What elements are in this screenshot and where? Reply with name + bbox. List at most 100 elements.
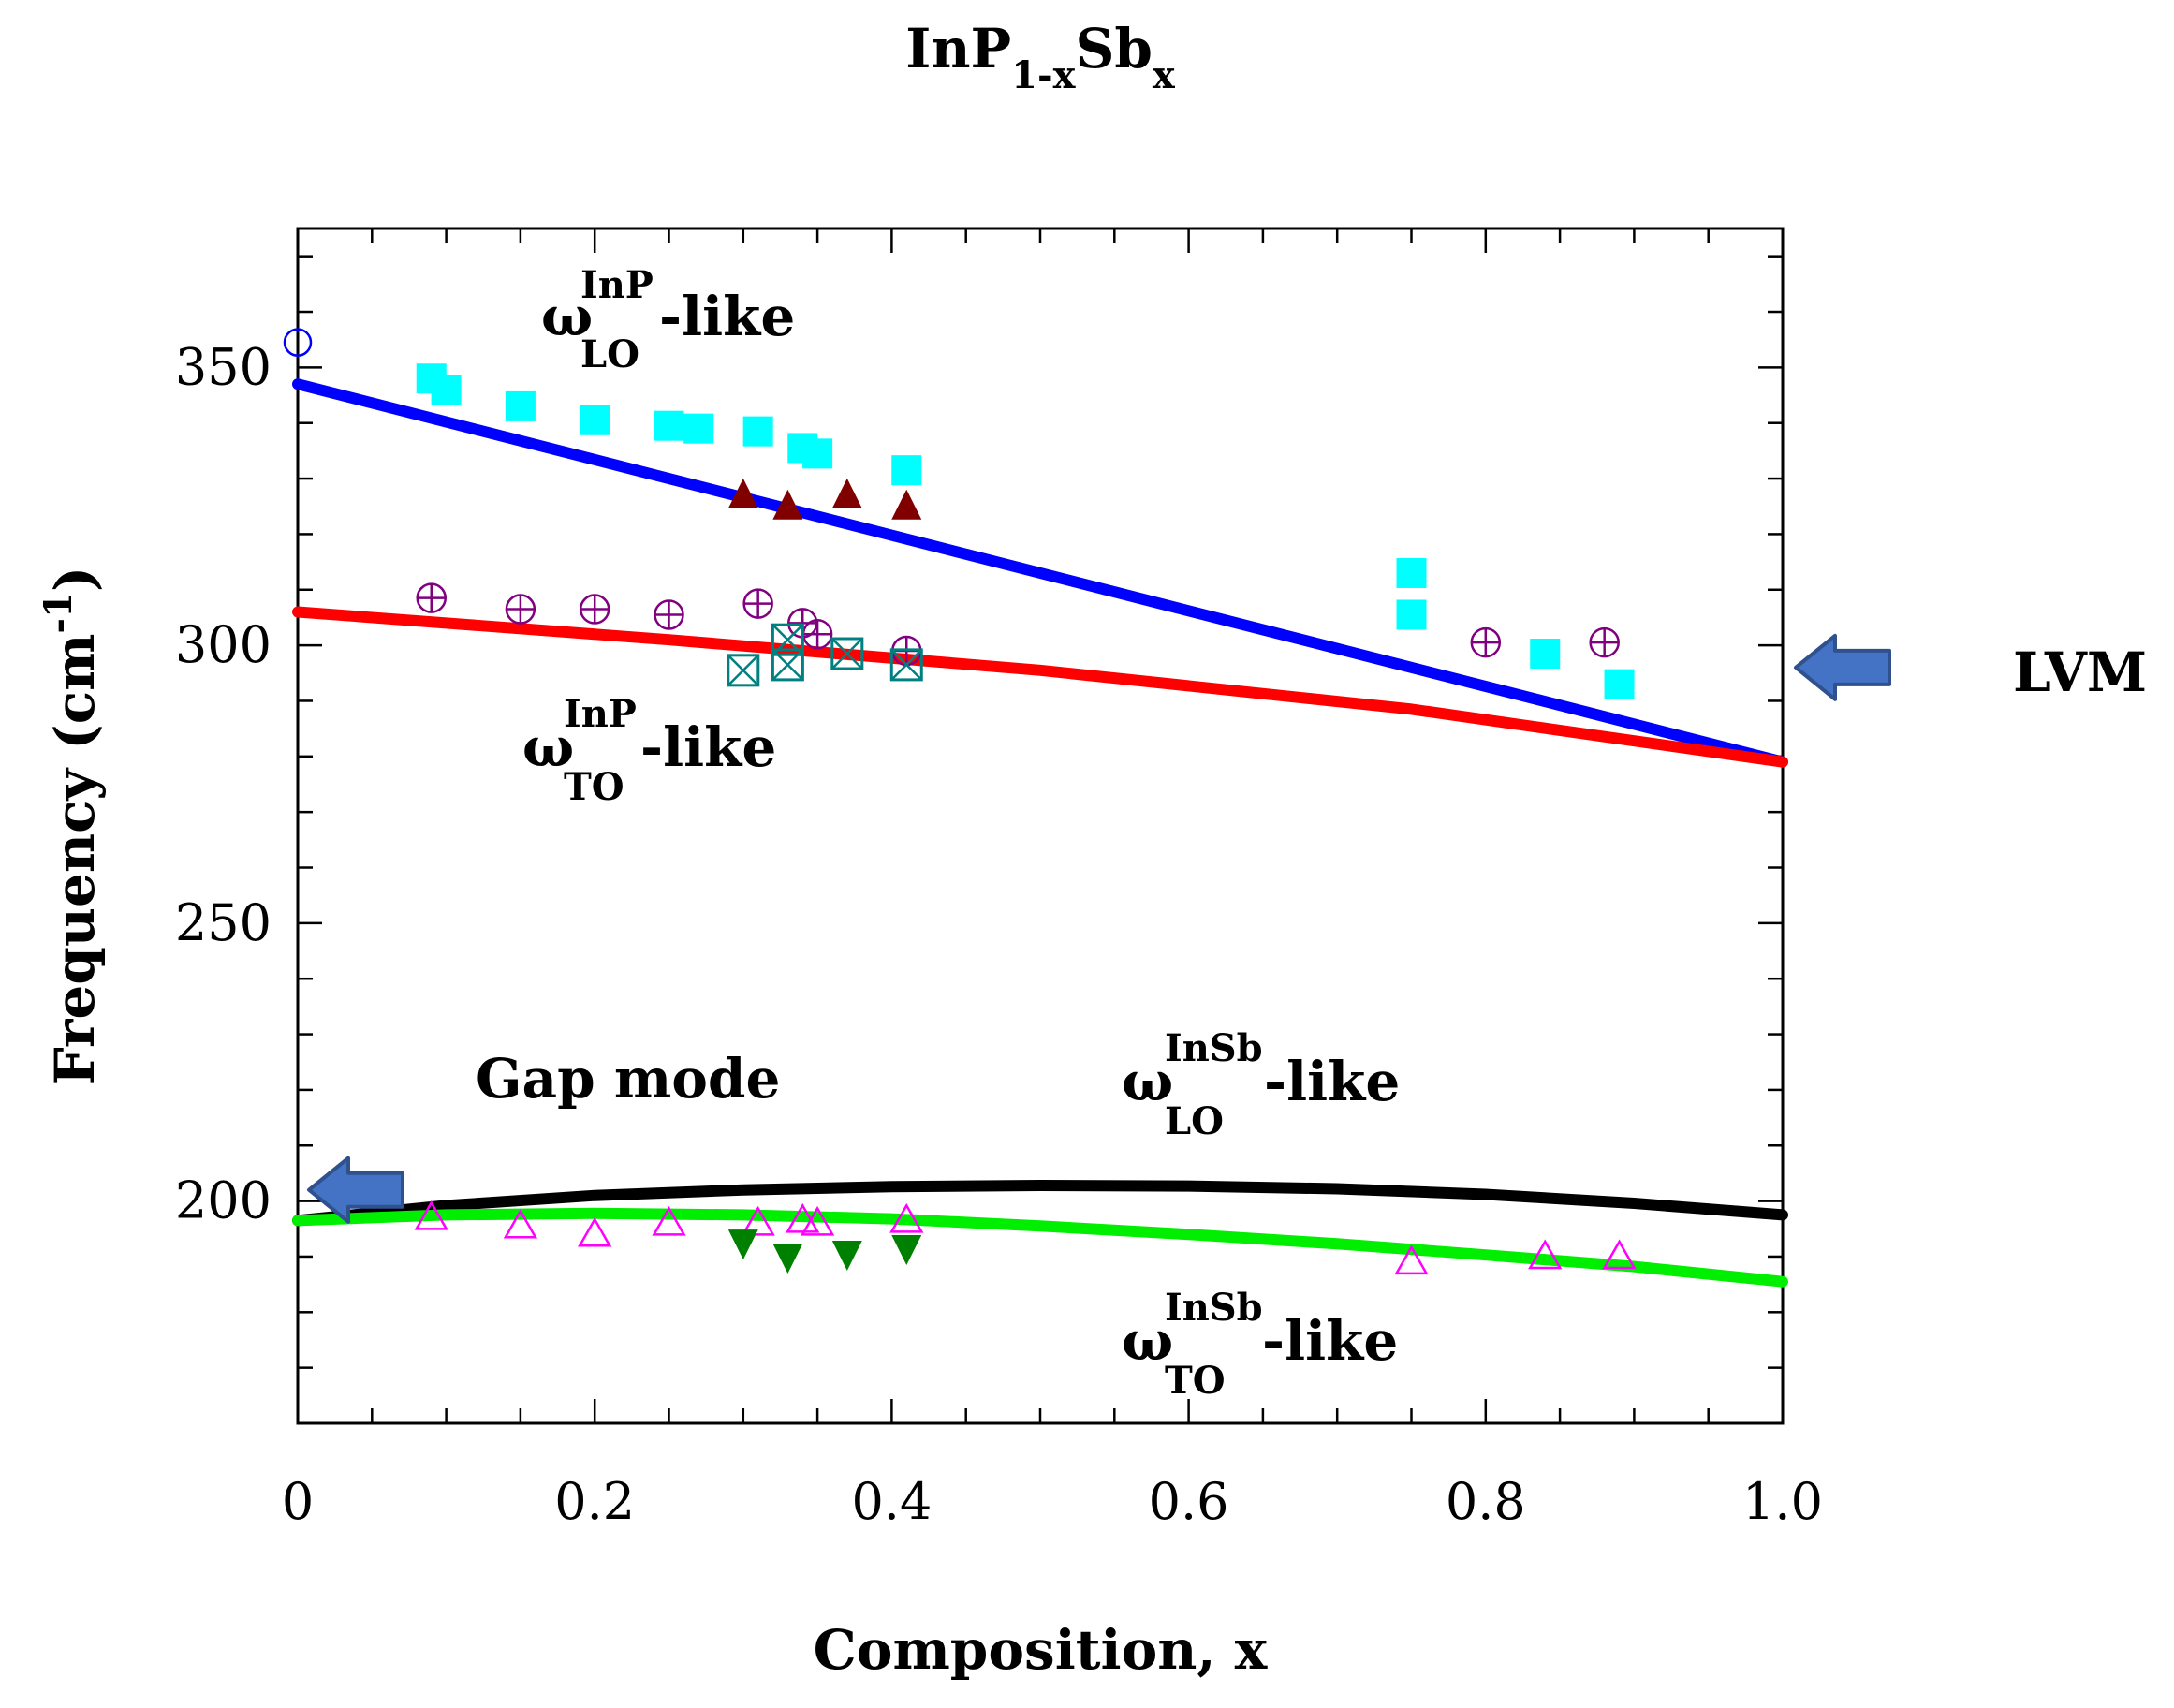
annotation-to-inp: ω InP TO -like [522, 692, 776, 809]
annotation-to-insb: ω InSb TO -like [1122, 1286, 1398, 1403]
x-tick-label: 0.4 [851, 1472, 932, 1531]
data-point-circle-plus [1470, 626, 1502, 658]
annotation-lvm: LVM [2013, 640, 2147, 704]
x-tick-label: 0.8 [1446, 1472, 1526, 1531]
data-point-square [580, 405, 610, 435]
lo-inp-suffix: -like [659, 285, 795, 348]
y-axis-label-main: Frequency (cm [43, 634, 107, 1086]
x-tick-label: 0 [282, 1472, 314, 1531]
data-point-triangle-down [772, 1243, 803, 1274]
lo-insb-sub: LO [1165, 1099, 1224, 1143]
arrow-layer [307, 633, 1891, 1224]
to-inp-omega: ω [522, 715, 574, 779]
lo-insb-suffix: -like [1264, 1050, 1400, 1113]
data-point-square [505, 390, 536, 421]
data-point-box-x [830, 637, 864, 670]
data-point-square [891, 455, 922, 486]
data-point-circle-plus [1589, 626, 1620, 658]
data-point-triangle-up [772, 489, 803, 520]
data-point-open-circle [283, 328, 313, 357]
annotation-gap-mode: Gap mode [476, 1047, 780, 1111]
x-tick-label: 0.6 [1149, 1472, 1229, 1531]
gap-mode-arrow [307, 1156, 404, 1224]
curve-line [292, 1207, 1788, 1288]
data-point-circle-plus [654, 599, 684, 630]
box-x-frame [830, 637, 864, 670]
to-insb-sub: TO [1165, 1359, 1226, 1403]
chart-title: InP1-xSbx [905, 17, 1176, 97]
y-axis-label: Frequency (cm-1) [37, 567, 107, 1086]
curve-line [292, 1180, 1788, 1227]
box-x-frame [727, 654, 760, 687]
box-x-diag2 [890, 649, 923, 681]
box-x-diag2 [727, 654, 759, 686]
data-point-square [683, 413, 714, 444]
y-tick-label: 300 [175, 615, 272, 674]
y-tick-label: 350 [175, 337, 272, 396]
data-point-box-x [771, 623, 804, 656]
data-point-square [742, 416, 773, 447]
data-point-square [654, 410, 684, 441]
to-inp-sub: TO [564, 765, 624, 809]
annotation-lo-inp: ω InP LO -like [541, 263, 795, 376]
data-point-open-triangle [741, 1205, 775, 1236]
data-point-open-triangle [578, 1216, 612, 1247]
data-point-open-triangle [889, 1202, 924, 1233]
box-x-frame [771, 623, 804, 656]
lvm-arrow [1794, 633, 1891, 701]
lo-inp-sub: LO [580, 332, 639, 376]
chart-title-sub2: x [1153, 53, 1176, 97]
to-insb-sup: InSb [1165, 1286, 1263, 1330]
data-point-triangle-down [891, 1235, 922, 1266]
y-axis-label-sup: -1 [37, 592, 81, 633]
lo-inp-omega: ω [541, 285, 593, 348]
data-point-square [1396, 599, 1427, 630]
data-point-square [802, 438, 833, 469]
data-point-circle-plus [416, 582, 447, 613]
data-point-open-triangle [786, 1202, 820, 1233]
data-point-circle-plus [742, 588, 773, 619]
curve-line [292, 378, 1788, 768]
curve-line [292, 606, 1788, 768]
to-inp-suffix: -like [640, 715, 776, 779]
box-x-frame [889, 648, 923, 682]
x-axis-label: Composition, x [814, 1618, 1268, 1682]
curve-layer [292, 378, 1788, 1288]
lo-insb-sup: InSb [1165, 1026, 1263, 1070]
y-axis-label-close: ) [43, 567, 107, 592]
data-point-open-triangle [1528, 1239, 1563, 1270]
x-tick-label: 0.2 [554, 1472, 635, 1531]
data-point-open-triangle [800, 1205, 835, 1236]
data-point-triangle-up [891, 489, 922, 520]
data-point-open-triangle [503, 1208, 538, 1239]
data-point-circle-plus [505, 594, 536, 625]
x-tick-label: 1.0 [1742, 1472, 1823, 1531]
data-point-open-triangle [414, 1200, 448, 1230]
y-tick-label: 250 [175, 893, 272, 952]
data-point-open-triangle [1602, 1239, 1637, 1270]
data-point-square [431, 375, 462, 405]
data-point-circle-plus [579, 594, 610, 625]
data-point-square [1604, 669, 1635, 699]
y-tick-label: 200 [175, 1171, 272, 1230]
chart-title-mid: Sb [1075, 17, 1152, 81]
data-point-open-triangle [1394, 1244, 1429, 1275]
data-point-triangle-up [831, 478, 862, 508]
to-insb-omega: ω [1122, 1309, 1173, 1373]
data-point-box-x [727, 654, 760, 687]
data-point-circle-plus [801, 618, 833, 650]
tick-layer: 200 250 300 350 0 0.2 0.4 0.6 0.8 1.0 [175, 228, 1823, 1531]
annotation-lo-insb: ω InSb LO -like [1122, 1026, 1400, 1143]
data-point-triangle-down [727, 1229, 758, 1260]
lo-insb-omega: ω [1122, 1050, 1173, 1113]
data-point-square [1530, 639, 1561, 670]
to-insb-suffix: -like [1262, 1309, 1398, 1373]
data-point-triangle-up [727, 478, 758, 508]
data-point-open-triangle [652, 1205, 686, 1236]
lo-inp-sup: InP [580, 263, 654, 307]
to-inp-sup: InP [564, 692, 637, 736]
data-point-box-x [889, 648, 923, 682]
chart-title-sub1: 1-x [1011, 53, 1076, 97]
marker-layer [283, 328, 1637, 1275]
